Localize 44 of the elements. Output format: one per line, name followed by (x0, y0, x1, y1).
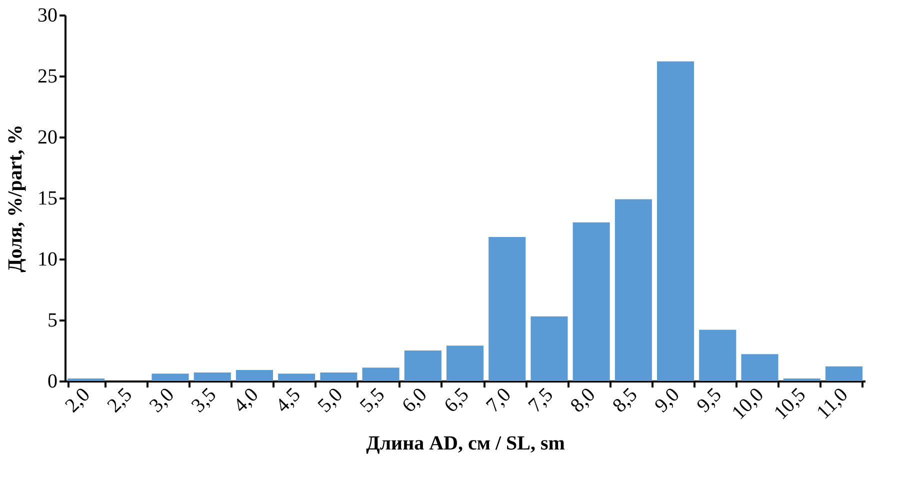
y-axis-title: Доля, %/part, % (4, 124, 26, 272)
bar (362, 368, 400, 381)
bar (278, 374, 316, 381)
bar (530, 316, 568, 381)
x-tick-label: 3,5 (187, 384, 221, 417)
x-axis-title: Длина AD, см / SL, sm (366, 432, 566, 454)
y-tick-label: 15 (38, 188, 58, 210)
y-tick-label: 30 (38, 4, 58, 26)
y-tick-label: 5 (48, 310, 58, 332)
y-tick-label: 20 (38, 126, 58, 148)
y-tick-label: 0 (48, 370, 58, 392)
bar (404, 350, 442, 381)
bar (152, 374, 189, 381)
bar (236, 370, 273, 381)
x-tick-label: 6,5 (440, 384, 474, 417)
x-tick-label: 5,5 (356, 384, 390, 417)
x-tick-label: 10,0 (728, 384, 768, 424)
x-tick-label: 4,5 (272, 384, 305, 417)
x-tick-label: 8,0 (566, 384, 600, 417)
x-tick-label: 4,0 (230, 384, 263, 417)
bar (825, 366, 862, 381)
x-tick-label: 11,0 (812, 384, 852, 424)
x-tick-label: 6,0 (398, 384, 432, 417)
y-tick-label: 25 (38, 66, 58, 88)
x-tick-label: 5,0 (314, 384, 347, 417)
x-tick-label: 2,0 (61, 384, 94, 417)
bar (194, 372, 231, 381)
bar (320, 372, 358, 381)
bar (741, 354, 778, 381)
bar (446, 346, 484, 381)
bar (699, 330, 736, 381)
x-tick-label: 7,5 (524, 384, 558, 417)
x-tick-label: 2,5 (103, 384, 136, 417)
x-tick-label: 3,0 (145, 384, 179, 417)
x-tick-label: 10,5 (770, 384, 810, 424)
bar (657, 61, 694, 381)
y-tick-label: 10 (38, 248, 58, 270)
bar (488, 237, 526, 381)
x-tick-label: 9,0 (650, 384, 684, 417)
bar (614, 199, 652, 381)
x-tick-label: 7,0 (482, 384, 516, 417)
x-tick-label: 9,5 (692, 384, 726, 417)
bar (572, 222, 610, 381)
x-tick-label: 8,5 (608, 384, 642, 417)
